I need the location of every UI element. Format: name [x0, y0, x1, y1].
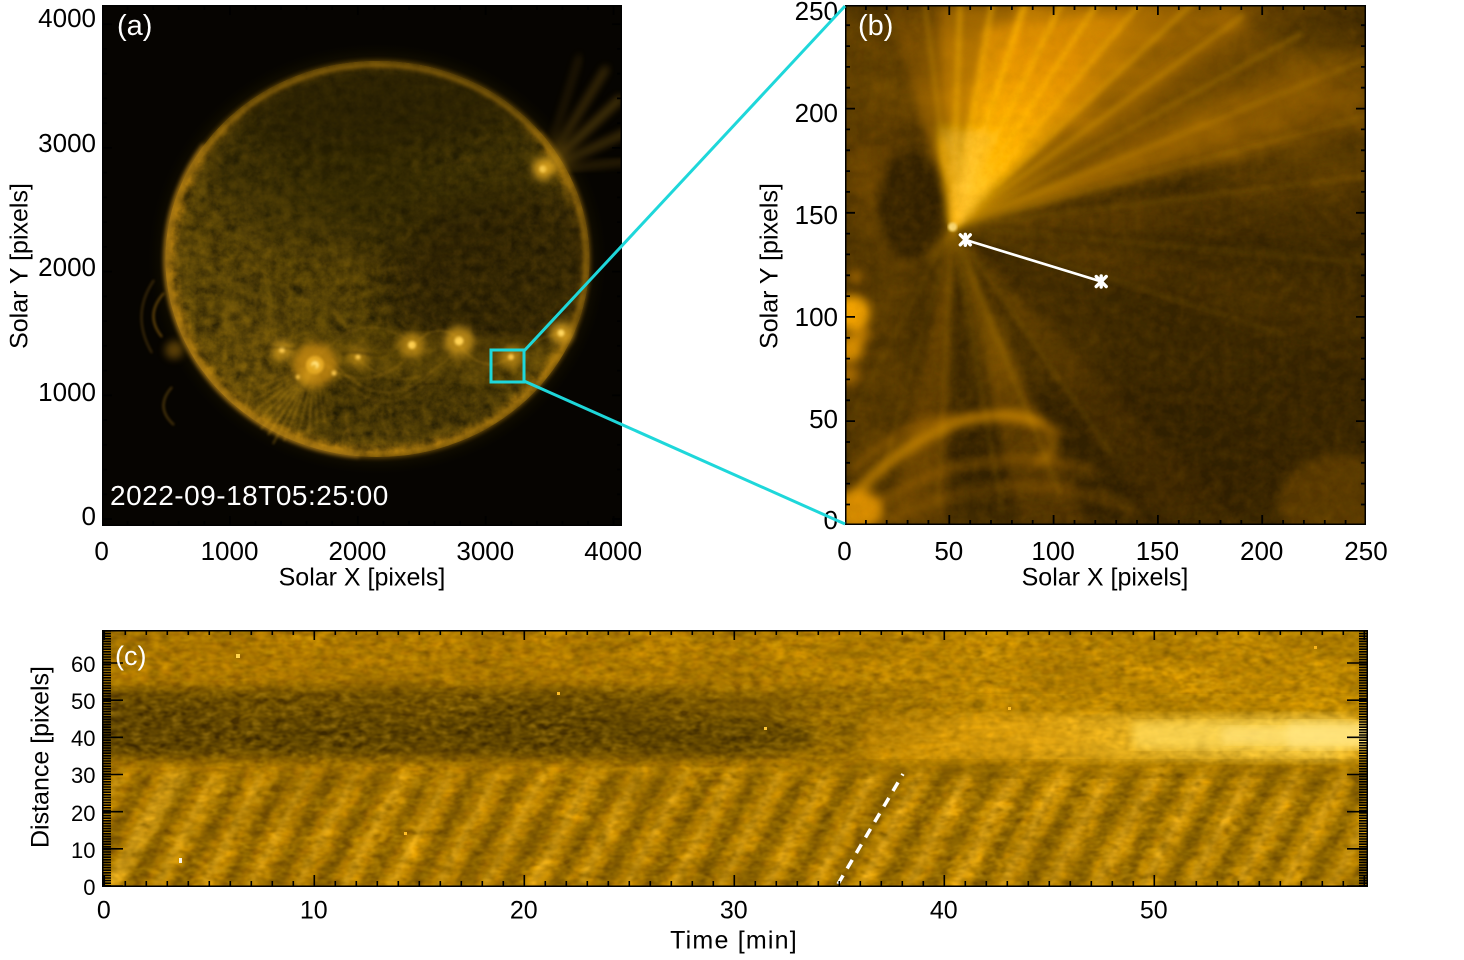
svg-text:(a): (a)	[117, 10, 152, 42]
svg-text:2022-09-18T05:25:00: 2022-09-18T05:25:00	[110, 480, 389, 511]
svg-text:(c): (c)	[115, 641, 146, 671]
svg-text:(b): (b)	[858, 10, 893, 42]
